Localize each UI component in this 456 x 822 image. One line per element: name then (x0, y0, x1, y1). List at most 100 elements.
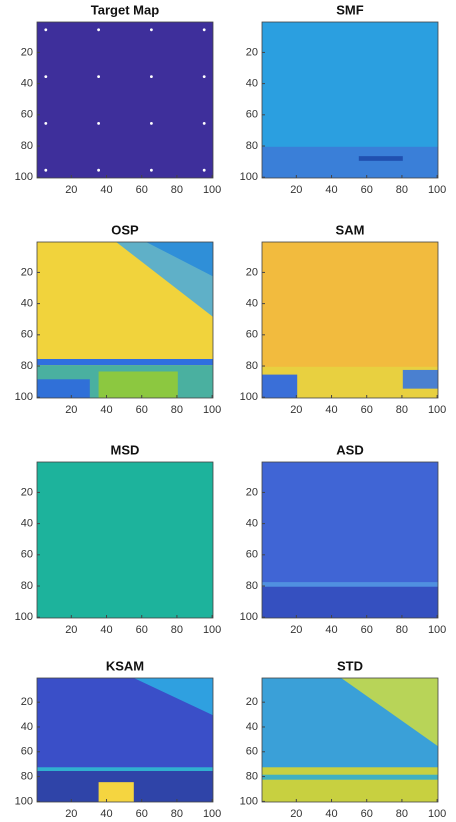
panel: SAM 20 40 60 80 100 20 40 60 80 100 (240, 222, 447, 415)
y-tick-label: 80 (21, 360, 33, 372)
x-tick-label: 20 (290, 624, 302, 636)
image-region (262, 374, 298, 398)
y-tick-label: 20 (246, 696, 258, 708)
x-tick-label: 60 (361, 184, 373, 196)
x-tick-label: 60 (136, 624, 148, 636)
image (37, 462, 213, 618)
axes-frame (261, 21, 439, 179)
x-tick-label: 60 (136, 184, 148, 196)
target-dot (44, 122, 48, 125)
image-region (133, 678, 213, 716)
x-tick-label: 60 (136, 404, 148, 416)
y-tick-label: 40 (246, 298, 258, 310)
panel: KSAM 20 40 60 80 100 20 40 60 80 100 (15, 658, 222, 819)
y-tick-label: 100 (15, 171, 33, 183)
x-tick-label: 40 (325, 184, 337, 196)
y-tick-label: 60 (246, 109, 258, 121)
y-tick-label: 100 (15, 391, 33, 403)
x-tick-label: 80 (171, 184, 183, 196)
x-tick-label: 60 (361, 624, 373, 636)
image-region (358, 156, 403, 161)
y-tick-label: 100 (240, 795, 258, 807)
panel: OSP 20 40 60 80 100 20 40 60 80 100 (15, 222, 222, 415)
x-tick-label: 80 (396, 808, 408, 820)
target-dot (150, 28, 153, 32)
axes-frame (36, 21, 214, 179)
image-region (37, 359, 213, 366)
x-tick-label: 40 (100, 624, 112, 636)
y-tick-label: 20 (21, 486, 33, 498)
image-region (262, 146, 438, 178)
x-tick-label: 100 (428, 184, 446, 196)
y-tick-label: 100 (240, 391, 258, 403)
y-tick-label: 60 (21, 549, 33, 561)
y-tick-label: 80 (21, 770, 33, 782)
image-region (262, 767, 438, 802)
y-tick-label: 20 (21, 266, 33, 278)
image-region (37, 379, 90, 398)
target-dot (202, 122, 206, 125)
image-region (37, 767, 213, 771)
image-region (341, 678, 438, 747)
x-tick-label: 60 (361, 808, 373, 820)
x-tick-label: 100 (428, 624, 446, 636)
x-tick-label: 80 (396, 404, 408, 416)
target-dot (97, 28, 100, 32)
y-tick-label: 20 (246, 486, 258, 498)
panel-title: STD (337, 658, 363, 673)
image-region (98, 371, 178, 398)
target-dot (44, 168, 48, 172)
x-tick-label: 80 (171, 808, 183, 820)
panel: ASD 20 40 60 80 100 20 40 60 80 100 (240, 442, 447, 635)
y-tick-label: 60 (21, 329, 33, 341)
target-dot (150, 75, 153, 78)
panel-title: SMF (336, 2, 364, 17)
image (37, 22, 213, 178)
x-tick-label: 80 (396, 184, 408, 196)
y-tick-label: 20 (246, 46, 258, 58)
target-dot (44, 28, 48, 32)
y-tick-label: 60 (21, 109, 33, 121)
x-tick-label: 100 (428, 808, 446, 820)
panel-title: KSAM (106, 658, 144, 673)
y-tick-label: 100 (15, 611, 33, 623)
target-dot (202, 28, 206, 32)
target-dot (202, 75, 206, 78)
y-tick-label: 40 (21, 721, 33, 733)
panel: STD 20 40 60 80 100 20 40 60 80 100 (240, 658, 447, 819)
x-tick-label: 60 (136, 808, 148, 820)
y-tick-label: 20 (21, 46, 33, 58)
panel: MSD 20 40 60 80 100 20 40 60 80 100 (15, 442, 222, 635)
image-region (146, 242, 213, 277)
panel-title: MSD (111, 442, 140, 457)
image-region (262, 582, 438, 587)
x-tick-label: 80 (171, 624, 183, 636)
x-tick-label: 40 (325, 404, 337, 416)
y-tick-label: 100 (240, 171, 258, 183)
x-tick-label: 100 (203, 404, 221, 416)
y-tick-label: 60 (246, 329, 258, 341)
target-dot (97, 75, 100, 78)
axes-frame (36, 461, 214, 619)
target-dot (97, 122, 100, 125)
y-tick-label: 60 (21, 746, 33, 758)
y-tick-label: 80 (246, 580, 258, 592)
panel-title: Target Map (91, 2, 159, 17)
panel: SMF 20 40 60 80 100 20 40 60 80 100 (240, 2, 447, 195)
y-tick-label: 80 (21, 140, 33, 152)
panel-title: SAM (336, 222, 365, 237)
x-tick-label: 100 (203, 184, 221, 196)
y-tick-label: 80 (246, 360, 258, 372)
x-tick-label: 20 (290, 808, 302, 820)
y-tick-label: 100 (15, 795, 33, 807)
y-tick-label: 60 (246, 746, 258, 758)
x-tick-label: 20 (65, 808, 77, 820)
x-tick-label: 80 (396, 624, 408, 636)
panel-title: ASD (336, 442, 363, 457)
y-tick-label: 20 (246, 266, 258, 278)
y-tick-label: 40 (21, 518, 33, 530)
target-dot (150, 122, 153, 125)
y-tick-label: 80 (246, 770, 258, 782)
